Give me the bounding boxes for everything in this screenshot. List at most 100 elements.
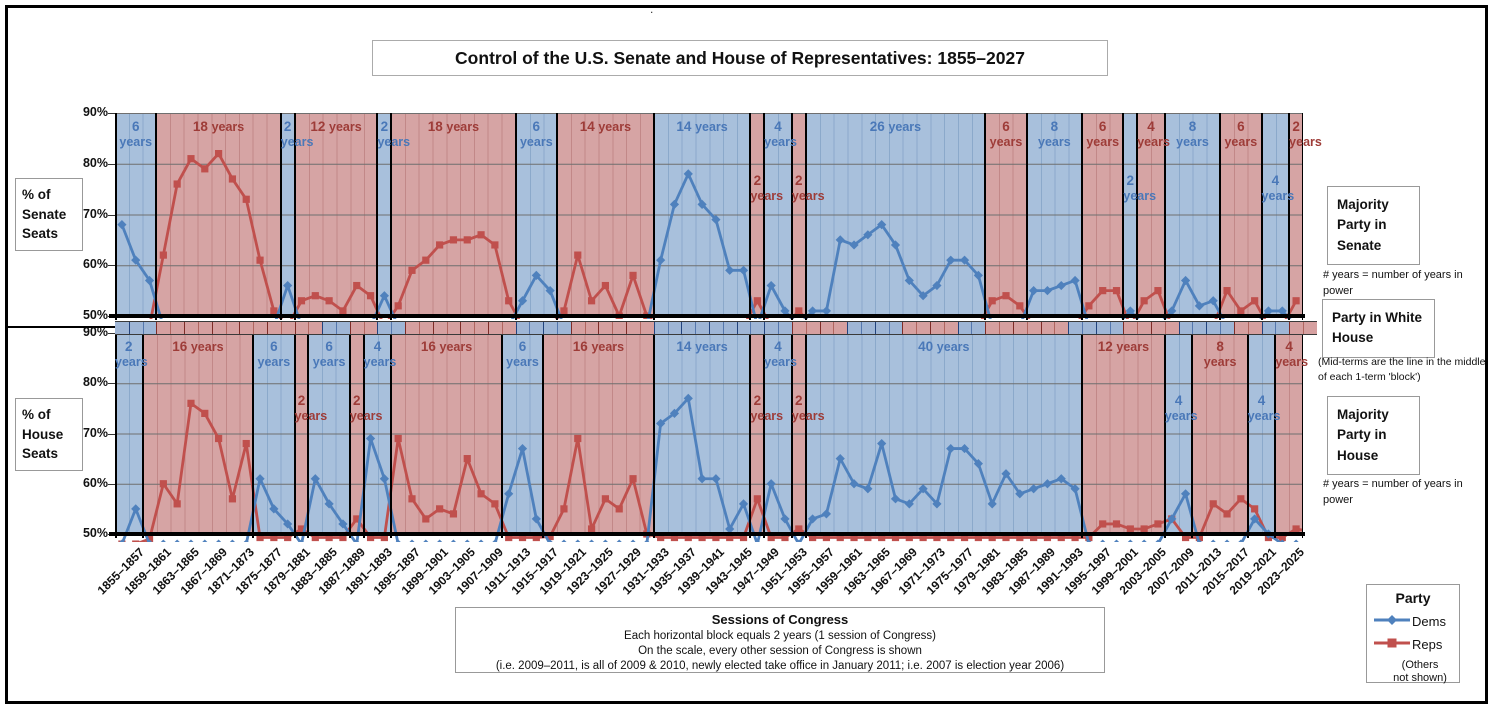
stray-dot: . bbox=[650, 2, 654, 16]
band-boundary bbox=[804, 333, 807, 538]
band-years-number: 2 bbox=[352, 393, 361, 408]
band-years-number: 2 bbox=[380, 119, 389, 134]
band-years-word: years bbox=[1038, 134, 1071, 149]
band-years-number: 6 bbox=[270, 339, 278, 354]
band-years-word: years bbox=[989, 134, 1023, 149]
band-boundary bbox=[1163, 113, 1166, 320]
wh-session-2003 bbox=[1137, 322, 1152, 334]
wh-session-1965 bbox=[874, 322, 889, 334]
band-boundary bbox=[252, 333, 255, 538]
y-tick-mark bbox=[108, 214, 115, 216]
band-years-word: years bbox=[119, 134, 153, 149]
wh-session-1975 bbox=[943, 322, 958, 334]
band-boundary bbox=[749, 333, 752, 538]
wh-session-2009 bbox=[1178, 322, 1193, 334]
panel-left-edge bbox=[115, 113, 117, 320]
wh-session-1999 bbox=[1109, 322, 1124, 334]
wh-session-1937 bbox=[681, 322, 696, 334]
band-years-number: 6 bbox=[325, 339, 333, 354]
band-boundary bbox=[376, 113, 379, 320]
band-years-label: 4 years bbox=[1164, 393, 1198, 423]
band-boundary bbox=[1246, 333, 1249, 538]
band-years-word: years bbox=[377, 135, 410, 149]
wh-session-1865 bbox=[184, 322, 198, 334]
wh-session-1949 bbox=[764, 322, 779, 334]
party-legend: Party Dems Reps (Others not shown) bbox=[1366, 584, 1460, 684]
band-years-word: years bbox=[439, 340, 473, 354]
band-years-number: 2 bbox=[795, 173, 803, 188]
band-years-number: 2 bbox=[753, 393, 762, 408]
wh-session-1881 bbox=[294, 322, 309, 334]
wh-session-1883 bbox=[308, 322, 323, 334]
band-years-number: 14 bbox=[676, 339, 692, 354]
legend-dems-label: Dems bbox=[1412, 614, 1446, 629]
band-boundary bbox=[500, 333, 503, 538]
band-years-word: years bbox=[792, 409, 825, 423]
senate-50pct-axis bbox=[109, 314, 1305, 318]
reps-line-marker-icon bbox=[1373, 637, 1412, 652]
band-years-word: years bbox=[190, 340, 224, 354]
band-years-word: years bbox=[1116, 340, 1150, 354]
wh-session-1917 bbox=[543, 322, 558, 334]
band-years-number: 16 bbox=[172, 339, 188, 354]
band-years-word: years bbox=[281, 135, 314, 149]
band-years-word: years bbox=[363, 354, 397, 369]
wh-session-1861 bbox=[156, 322, 171, 334]
band-years-label: 6 years bbox=[516, 119, 557, 149]
y-tick-mark bbox=[108, 113, 115, 114]
mid-divider-line bbox=[8, 326, 115, 328]
senate-ytick-60pct: 60% bbox=[82, 257, 108, 272]
wh-session-1913 bbox=[515, 322, 530, 334]
band-years-label: 14 years bbox=[654, 119, 751, 135]
band-boundary bbox=[1260, 113, 1263, 320]
wh-session-1875 bbox=[253, 322, 267, 334]
wh-session-1935 bbox=[667, 322, 682, 334]
band-years-number: 14 bbox=[579, 119, 595, 134]
band-years-word: years bbox=[1203, 354, 1237, 369]
band-years-number: 4 bbox=[1174, 393, 1183, 408]
band-years-label: 12 years bbox=[295, 119, 378, 135]
wh-session-1895 bbox=[391, 322, 406, 334]
band-years-word: years bbox=[1086, 134, 1120, 149]
band-years-word: years bbox=[1289, 134, 1322, 149]
legend-entry-dems: Dems bbox=[1373, 614, 1459, 629]
band-years-word: years bbox=[598, 120, 632, 134]
wh-session-1863 bbox=[170, 322, 185, 334]
footnote-line-2: On the scale, every other session of Con… bbox=[638, 645, 922, 657]
wh-session-1947 bbox=[750, 322, 765, 334]
band-years-label: 6 years bbox=[985, 119, 1026, 149]
band-years-word: years bbox=[1164, 408, 1198, 423]
wh-session-1869 bbox=[211, 322, 226, 334]
band-boundary bbox=[790, 113, 793, 320]
band-years-label: 12 years bbox=[1082, 339, 1165, 355]
band-boundary bbox=[984, 113, 987, 320]
band-years-label: 4 years bbox=[363, 339, 397, 369]
band-years-word: years bbox=[257, 354, 291, 369]
wh-session-1981 bbox=[985, 322, 1000, 334]
band-years-word: years bbox=[1137, 134, 1170, 149]
band-years-label: 4 years bbox=[1248, 393, 1281, 423]
wh-session-1859 bbox=[142, 322, 157, 334]
y-tick-mark bbox=[108, 433, 115, 435]
band-years-number: 16 bbox=[420, 339, 436, 354]
band-years-label: 6 years bbox=[253, 339, 294, 369]
band-years-number: 6 bbox=[1098, 119, 1107, 134]
band-years-word: years bbox=[1123, 189, 1156, 203]
panel-left-edge bbox=[115, 333, 117, 538]
band-years-label: 6 years bbox=[502, 339, 543, 369]
band-years-word: years bbox=[936, 340, 970, 354]
band-years-word: years bbox=[695, 120, 728, 134]
band-years-number: 8 bbox=[1050, 119, 1059, 134]
band-years-label: 16 years bbox=[143, 339, 254, 355]
band-years-number: 6 bbox=[1002, 119, 1010, 134]
wh-session-2007 bbox=[1164, 322, 1179, 334]
senate-years-note: # years = number of years in power bbox=[1323, 269, 1463, 297]
wh-session-1921 bbox=[570, 322, 585, 334]
band-boundary bbox=[307, 333, 310, 538]
wh-session-1995 bbox=[1081, 322, 1096, 334]
y-tick-mark bbox=[108, 333, 115, 334]
